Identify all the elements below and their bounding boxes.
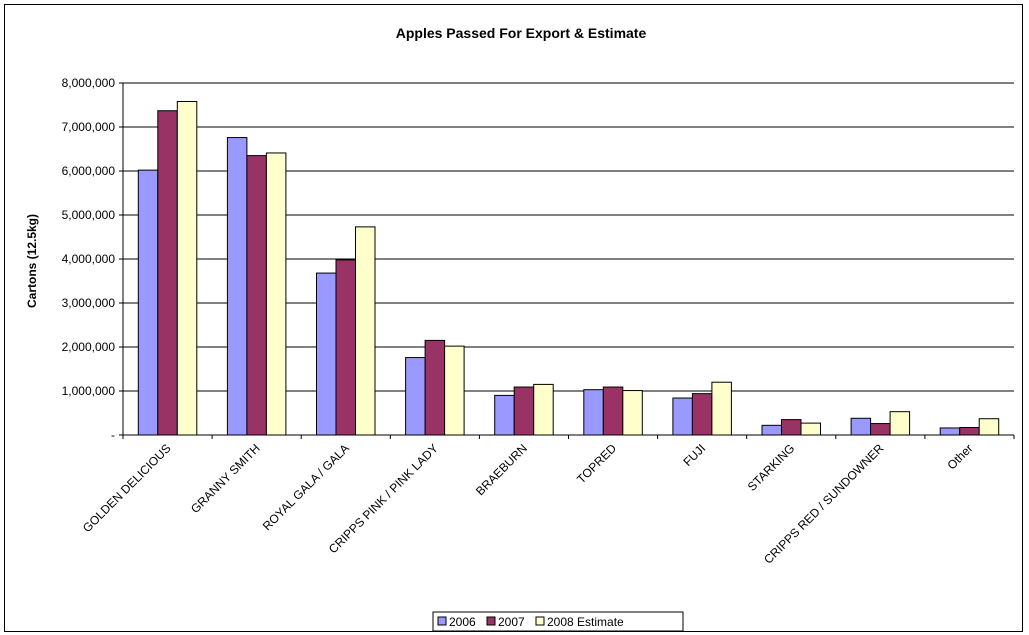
axes [119, 82, 1015, 439]
bar [850, 417, 872, 436]
legend-label: 2008 Estimate [547, 615, 624, 629]
bar [265, 152, 287, 436]
bar [889, 411, 911, 436]
bar [226, 137, 248, 436]
y-tick-label: - [111, 428, 115, 442]
bars [137, 100, 1000, 436]
bar [939, 427, 961, 436]
bar [494, 394, 515, 436]
bar [622, 390, 643, 436]
bar [583, 389, 604, 436]
y-tick-label: 2,000,000 [62, 340, 116, 354]
bar [246, 155, 267, 436]
y-tick-label: 4,000,000 [62, 252, 116, 266]
bar [672, 397, 693, 436]
bar [513, 386, 535, 436]
x-tick-label: STARKING [745, 441, 798, 494]
y-axis-label: Cartons (12.5kg) [25, 214, 39, 308]
x-tick-label: ROYAL GALA / GALA [260, 441, 352, 533]
bar [870, 423, 891, 436]
bar [405, 357, 426, 436]
bar [761, 424, 782, 436]
bar [335, 259, 356, 436]
chart-title: Apples Passed For Export & Estimate [396, 25, 647, 41]
legend-label: 2006 [449, 615, 476, 629]
bar [533, 383, 554, 436]
bar [355, 226, 376, 436]
bar [800, 422, 821, 436]
legend-swatch [486, 616, 496, 626]
y-tick-label: 7,000,000 [62, 120, 116, 134]
bar [316, 272, 337, 436]
y-tick-labels: - 1,000,000 2,000,000 3,000,000 4,000,000 5,0… [62, 76, 116, 442]
x-tick-label: GOLDEN DELICIOUS [80, 441, 174, 535]
bar [781, 419, 802, 436]
legend-swatch [437, 616, 447, 626]
legend-label: 2007 [498, 615, 525, 629]
bar [444, 345, 465, 436]
y-tick-label: 5,000,000 [62, 208, 116, 222]
bar [959, 427, 980, 436]
x-tick-label: Other [944, 441, 975, 472]
legend-swatch [535, 616, 545, 626]
x-tick-label: BRAEBURN [473, 441, 530, 498]
bar [137, 169, 159, 436]
y-tick-label: 1,000,000 [62, 384, 116, 398]
bar [424, 339, 446, 436]
bar [602, 386, 624, 436]
bar [157, 110, 178, 436]
x-tick-label: FUJI [680, 441, 708, 469]
y-tick-label: 3,000,000 [62, 296, 116, 310]
bar [691, 393, 713, 436]
bar [978, 418, 1000, 436]
bar [711, 381, 732, 436]
bar [176, 100, 198, 436]
x-tick-label: GRANNY SMITH [188, 441, 263, 516]
x-tick-label: TOPRED [574, 441, 619, 486]
y-tick-label: 6,000,000 [62, 164, 116, 178]
legend: 2006 2007 2008 Estimate [432, 611, 684, 632]
y-tick-label: 8,000,000 [62, 76, 116, 90]
